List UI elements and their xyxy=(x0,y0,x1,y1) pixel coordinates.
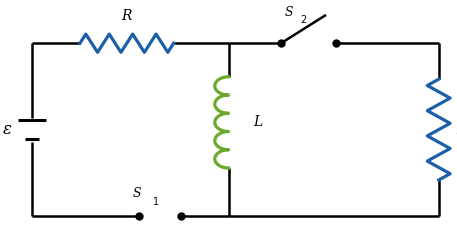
Text: S: S xyxy=(133,187,141,200)
Text: L: L xyxy=(254,115,263,129)
Text: 1: 1 xyxy=(153,197,159,207)
Text: 2: 2 xyxy=(300,15,307,25)
Text: R: R xyxy=(122,9,132,23)
Text: ε: ε xyxy=(3,121,11,138)
Text: S: S xyxy=(285,6,293,19)
Text: R: R xyxy=(456,123,457,137)
